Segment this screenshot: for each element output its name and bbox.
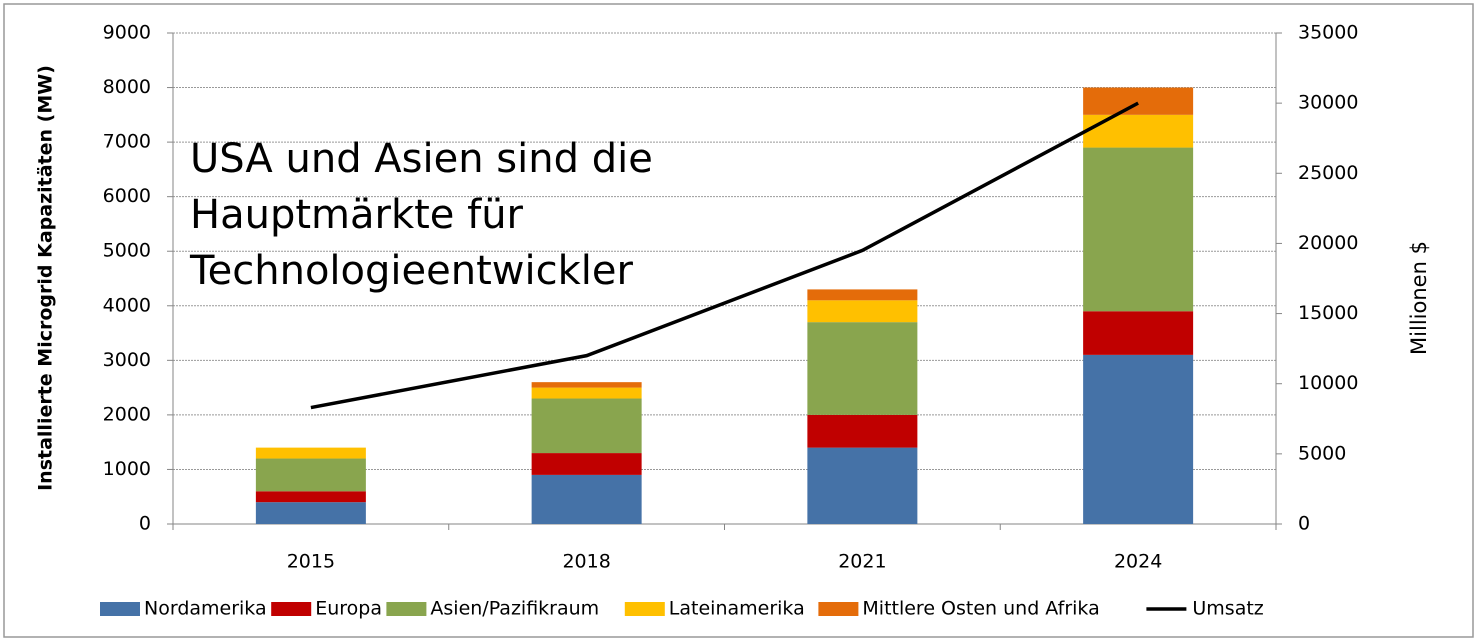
y2-tick-label: 25000: [1298, 162, 1358, 184]
y-tick-label: 9000: [103, 22, 151, 44]
y2-tick-label: 30000: [1298, 92, 1358, 114]
bar-segment: [255, 447, 366, 459]
bar-segment: [1083, 87, 1194, 115]
bar-segment: [807, 414, 918, 448]
annotation: USA und Asien sind die: [190, 136, 653, 182]
legend-swatch: [386, 602, 427, 616]
x-tick-label: 2021: [838, 551, 886, 573]
bar-segment: [807, 322, 918, 415]
bar-segment: [531, 474, 642, 524]
y-tick-label: 1000: [103, 458, 151, 480]
annotation: Technologieentwickler: [189, 248, 633, 294]
bar-segment: [807, 289, 918, 301]
bar-segment: [531, 387, 642, 399]
legend-swatch: [100, 602, 140, 616]
y-tick-label: 6000: [103, 185, 151, 207]
legend-label: Mittlere Osten und Afrika: [862, 598, 1099, 620]
bar-segment: [255, 491, 366, 503]
y-tick-label: 2000: [103, 403, 151, 425]
x-tick-label: 2018: [562, 551, 610, 573]
y-axis-label: Installierte Microgrid Kapazitäten (MW): [35, 65, 57, 491]
bar-segment: [807, 300, 918, 323]
y2-tick-label: 0: [1298, 513, 1310, 535]
bar-segment: [255, 502, 366, 524]
line-series: [310, 101, 1139, 410]
bar-segment: [1083, 354, 1194, 524]
bar-segment: [255, 458, 366, 492]
y2-tick-label: 35000: [1298, 22, 1358, 44]
legend-label: Lateinamerika: [669, 598, 805, 620]
y-tick-label: 4000: [103, 294, 151, 316]
bar-segment: [1083, 311, 1194, 355]
legend-swatch: [271, 602, 312, 616]
y2-tick-label: 10000: [1298, 372, 1358, 394]
bar-segment: [531, 398, 642, 454]
legend-label: Nordamerika: [144, 598, 267, 620]
y2-axis-label: Millionen $: [1407, 241, 1431, 355]
y2-tick-label: 15000: [1298, 302, 1358, 324]
chart-border: [3, 3, 1474, 638]
legend-label: Europa: [315, 598, 382, 620]
y-tick-label: 0: [139, 513, 151, 535]
bar-segment: [807, 447, 918, 524]
legend-label: Asien/Pazifikraum: [430, 598, 599, 620]
x-tick-label: 2024: [1114, 551, 1162, 573]
y-tick-label: 3000: [103, 349, 151, 371]
bar-segment: [1083, 114, 1194, 148]
bar-segment: [531, 382, 642, 388]
y2-tick-label: 20000: [1298, 232, 1358, 254]
legend-label: Umsatz: [1192, 598, 1263, 620]
bar-segment: [531, 453, 642, 475]
y-tick-label: 7000: [103, 131, 151, 153]
annotation: Hauptmärkte für: [190, 192, 524, 238]
bar-segment: [1083, 147, 1194, 312]
x-tick-label: 2015: [287, 551, 335, 573]
y2-tick-label: 5000: [1298, 442, 1346, 464]
y-tick-label: 5000: [103, 240, 151, 262]
legend-swatch: [624, 602, 665, 616]
y-tick-label: 8000: [103, 76, 151, 98]
legend-swatch: [818, 602, 859, 616]
